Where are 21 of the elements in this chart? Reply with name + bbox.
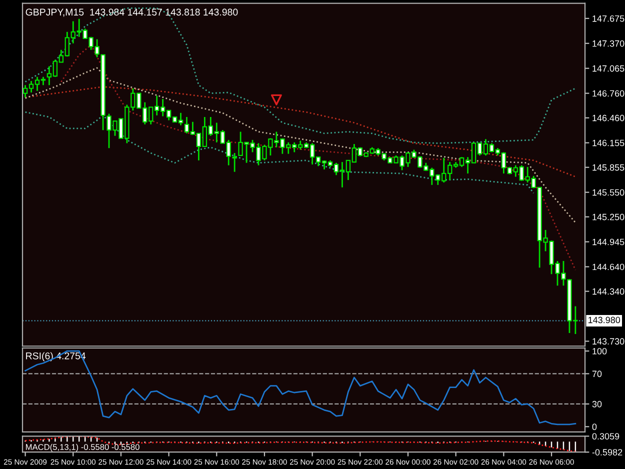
y-tick-label: 145.550 xyxy=(592,189,624,196)
y-tick-label: 147.370 xyxy=(592,40,624,47)
y-tick-label: 100 xyxy=(592,348,607,354)
y-tick-label: 147.065 xyxy=(592,65,624,72)
y-tick-label: 146.760 xyxy=(592,90,624,97)
y-tick-label: 144.340 xyxy=(592,288,624,295)
y-tick-label: 143.730 xyxy=(592,338,624,345)
y-tick-label: 0 xyxy=(592,424,597,430)
y-tick-label: 146.155 xyxy=(592,140,624,146)
ref-line-label: 143.980 xyxy=(588,316,620,324)
y-tick-label: 0.3059 xyxy=(592,433,620,440)
y-tick-label: 144.945 xyxy=(592,238,624,246)
y-tick-label: 70 xyxy=(592,370,602,378)
y-tick-label: -0.5982 xyxy=(592,449,622,456)
y-tick-label: 30 xyxy=(592,400,602,408)
y-tick-label: 147.675 xyxy=(592,15,624,22)
y-tick-label: 146.460 xyxy=(592,114,624,122)
y-tick-label: 145.855 xyxy=(592,164,624,171)
y-tick-label: 145.250 xyxy=(592,214,624,220)
y-tick-label: 144.640 xyxy=(592,264,624,270)
text: MACD(5,13,1) -0.5580 -0.5580 xyxy=(26,444,140,452)
